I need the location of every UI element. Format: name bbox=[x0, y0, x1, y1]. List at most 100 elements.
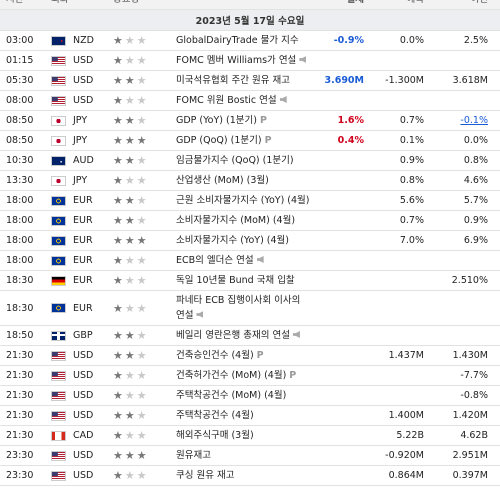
star: ★ bbox=[113, 134, 123, 147]
flag-cell bbox=[48, 330, 70, 341]
forecast: -0.920M bbox=[385, 450, 424, 461]
event-cell: 쿠싱 원유 재고 bbox=[172, 466, 315, 485]
event-name: FOMC 위원 Bostic 연설 bbox=[176, 95, 277, 106]
event-cell: GDP (QoQ) (1분기) P bbox=[172, 131, 315, 150]
previous: 6.9% bbox=[463, 235, 488, 246]
star: ★ bbox=[113, 409, 123, 422]
flag bbox=[51, 55, 66, 66]
currency: EUR bbox=[73, 195, 93, 206]
time: 05:30 bbox=[6, 75, 34, 86]
star: ★ bbox=[136, 74, 147, 87]
importance: ★ ★ ★ bbox=[110, 409, 172, 422]
importance: ★ ★ ★ bbox=[110, 469, 172, 482]
event-row: 23:30 USD ★ ★ ★ 원유재고 -0.920M 2.951M bbox=[0, 446, 500, 466]
currency: USD bbox=[73, 410, 94, 421]
event-name: 파네타 ECB 집행이사회 이사의 연설 bbox=[176, 295, 301, 321]
flag-cell bbox=[48, 95, 70, 106]
preliminary-mark: P bbox=[256, 350, 264, 361]
column-header: 예측 bbox=[367, 0, 427, 5]
currency: USD bbox=[73, 55, 94, 66]
event-cell: ECB의 엘더슨 연설 bbox=[172, 251, 315, 270]
flag bbox=[51, 35, 66, 46]
previous: -7.7% bbox=[460, 370, 488, 381]
flag bbox=[51, 255, 66, 266]
speech-icon bbox=[279, 96, 287, 103]
preliminary-mark: P bbox=[264, 135, 272, 146]
previous: 1.420M bbox=[452, 410, 488, 421]
star: ★ bbox=[136, 409, 147, 422]
importance: ★ ★ ★ bbox=[110, 329, 172, 342]
time: 18:30 bbox=[6, 275, 34, 286]
event-cell: 임금물가지수 (QoQ) (1분기) bbox=[172, 151, 315, 170]
importance: ★ ★ ★ bbox=[110, 214, 172, 227]
event-row: 01:15 USD ★ ★ ★ FOMC 멤버 Williams가 연설 bbox=[0, 51, 500, 71]
star: ★ bbox=[124, 274, 135, 287]
star: ★ bbox=[124, 154, 135, 167]
star: ★ bbox=[136, 449, 147, 462]
event-name: 미국석유협회 주간 원유 재고 bbox=[176, 75, 290, 86]
speech-icon bbox=[292, 331, 300, 338]
time: 18:00 bbox=[6, 195, 34, 206]
event-row: 08:50 JPY ★ ★ ★ GDP (YoY) (1분기) P 1.6% 0.7% -0.1% bbox=[0, 111, 500, 131]
date-row: 2023년 5월 17일 수요일 bbox=[0, 10, 500, 31]
currency: GBP bbox=[73, 330, 93, 341]
importance: ★ ★ ★ bbox=[110, 54, 172, 67]
event-cell: 건축승인건수 (4월) P bbox=[172, 346, 315, 365]
flag-cell bbox=[48, 450, 70, 461]
flag bbox=[51, 95, 66, 106]
star: ★ bbox=[136, 54, 147, 67]
preliminary-mark: P bbox=[259, 115, 267, 126]
star: ★ bbox=[113, 429, 123, 442]
column-header: 이전 bbox=[427, 0, 500, 5]
forecast: 1.437M bbox=[388, 350, 424, 361]
event-name: FOMC 멤버 Williams가 연설 bbox=[176, 55, 297, 66]
event-row: 21:30 USD ★ ★ ★ 건축승인건수 (4월) P 1.437M 1.430M bbox=[0, 346, 500, 366]
actual: 3.690M bbox=[324, 75, 364, 86]
event-name: 해외주식구매 (3월) bbox=[176, 430, 254, 441]
event-name: 주택착공건수 (4월) bbox=[176, 410, 254, 421]
star: ★ bbox=[113, 194, 123, 207]
star: ★ bbox=[113, 449, 123, 462]
flag-cell bbox=[48, 135, 70, 146]
importance: ★ ★ ★ bbox=[110, 254, 172, 267]
previous: 2.951M bbox=[452, 450, 488, 461]
star: ★ bbox=[113, 154, 123, 167]
event-name: 독일 10년물 Bund 국채 입찰 bbox=[176, 275, 295, 286]
star: ★ bbox=[113, 74, 123, 87]
event-name: 원유재고 bbox=[176, 450, 211, 461]
star: ★ bbox=[136, 369, 147, 382]
star: ★ bbox=[136, 174, 147, 187]
event-cell: 원유재고 bbox=[172, 446, 315, 465]
importance: ★ ★ ★ bbox=[110, 234, 172, 247]
time: 23:30 bbox=[6, 450, 34, 461]
importance: ★ ★ ★ bbox=[110, 274, 172, 287]
event-row: 10:30 AUD ★ ★ ★ 임금물가지수 (QoQ) (1분기) 0.9% 0.8% bbox=[0, 151, 500, 171]
currency: JPY bbox=[73, 115, 88, 126]
event-row: 18:30 EUR ★ ★ ★ 독일 10년물 Bund 국채 입찰 2.510% bbox=[0, 271, 500, 291]
header-row: 시간외화중요성이벤트실제예측이전 bbox=[0, 0, 500, 10]
previous: -0.8% bbox=[460, 390, 488, 401]
star: ★ bbox=[136, 349, 147, 362]
star: ★ bbox=[136, 154, 147, 167]
time: 21:30 bbox=[6, 350, 34, 361]
event-cell: 주택착공건수 (MoM) (4월) bbox=[172, 386, 315, 405]
star: ★ bbox=[113, 301, 123, 315]
star: ★ bbox=[113, 234, 123, 247]
flag-cell bbox=[48, 410, 70, 421]
importance: ★ ★ ★ bbox=[110, 349, 172, 362]
star: ★ bbox=[124, 254, 135, 267]
star: ★ bbox=[124, 234, 135, 247]
currency: EUR bbox=[73, 215, 93, 226]
importance: ★ ★ ★ bbox=[110, 74, 172, 87]
star: ★ bbox=[136, 234, 147, 247]
currency: USD bbox=[73, 470, 94, 481]
previous: 2.5% bbox=[463, 35, 488, 46]
currency: USD bbox=[73, 350, 94, 361]
star: ★ bbox=[124, 389, 135, 402]
currency: EUR bbox=[73, 275, 93, 286]
star: ★ bbox=[136, 429, 147, 442]
previous: 4.6% bbox=[463, 175, 488, 186]
star: ★ bbox=[113, 174, 123, 187]
flag bbox=[51, 235, 66, 246]
event-cell: FOMC 위원 Bostic 연설 bbox=[172, 91, 315, 110]
